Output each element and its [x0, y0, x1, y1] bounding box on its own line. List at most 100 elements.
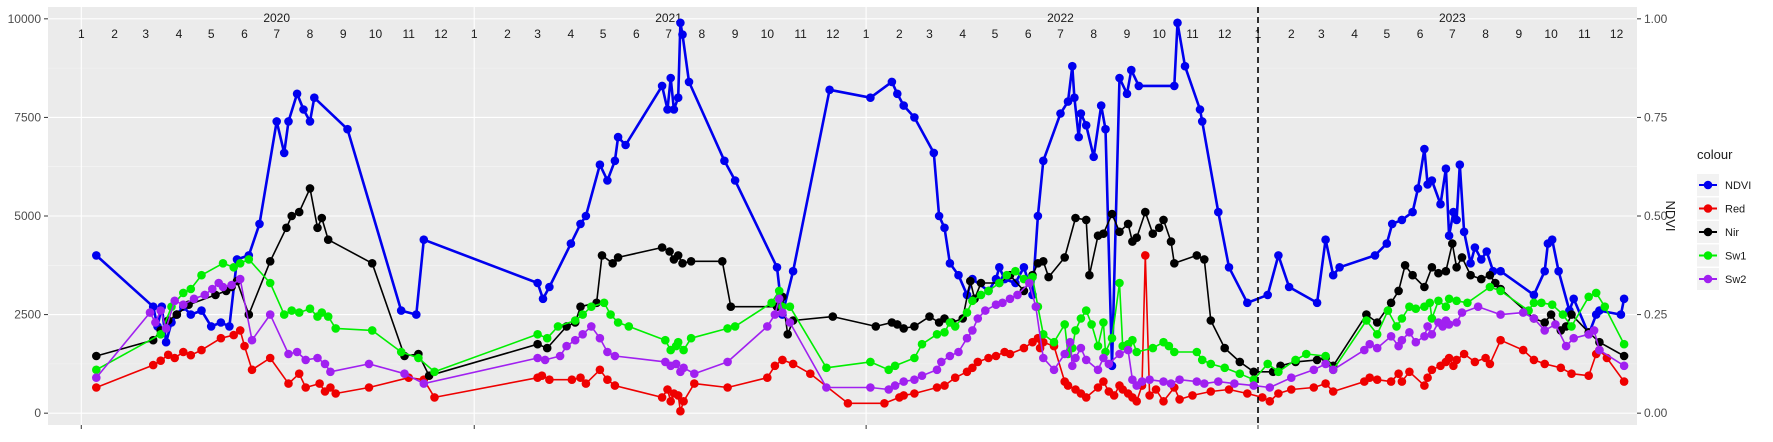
month-label: 7: [665, 27, 672, 41]
data-point-sw1: [396, 347, 406, 357]
tick-label-left: 5000: [14, 209, 41, 223]
data-point-sw2: [284, 349, 293, 359]
data-point-ndvi: [186, 310, 196, 319]
data-point-ndvi: [1455, 160, 1465, 169]
data-point-red: [1470, 357, 1480, 367]
data-point-sw2: [1230, 379, 1239, 388]
data-point-sw2: [981, 306, 990, 315]
data-point-sw1: [1164, 341, 1174, 351]
data-point-ndvi: [566, 239, 576, 248]
data-point-sw2: [265, 310, 275, 319]
data-point-sw2: [945, 351, 955, 361]
data-point-sw1: [1567, 322, 1576, 331]
month-label: 11: [794, 27, 807, 41]
data-point-ndvi: [197, 306, 206, 315]
data-point-nir: [542, 343, 552, 353]
data-point-sw1: [229, 263, 238, 272]
data-point-ndvi: [1496, 266, 1505, 276]
data-point-nir: [608, 259, 617, 268]
data-point-nir: [1441, 266, 1451, 276]
legend-label: Red: [1725, 204, 1745, 216]
month-label: 5: [208, 27, 215, 41]
data-point-nir: [1132, 233, 1141, 242]
data-point-red: [973, 357, 983, 367]
legend: colour NDVI Red Nir Sw1 Sw2: [1697, 147, 1751, 290]
data-point-red: [940, 381, 949, 390]
data-point-ndvi: [945, 259, 955, 268]
data-point-nir: [1071, 213, 1080, 223]
data-point-ndvi: [396, 306, 406, 315]
data-point-red: [932, 383, 942, 392]
data-point-sw2: [326, 367, 335, 377]
data-point-ndvi: [621, 140, 630, 150]
tick-label-left: 7500: [14, 110, 41, 124]
data-point-nir: [317, 213, 327, 223]
data-point-ndvi: [1529, 290, 1539, 300]
data-point-sw1: [1558, 310, 1568, 319]
data-point-sw1: [661, 335, 670, 345]
data-point-sw1: [730, 322, 740, 331]
data-point-ndvi: [910, 113, 919, 122]
data-point-ndvi: [1436, 199, 1445, 209]
data-point-red: [663, 385, 672, 394]
data-point-ndvi: [1321, 235, 1330, 244]
data-point-sw1: [1496, 286, 1505, 296]
data-point-red: [247, 365, 257, 375]
data-point-ndvi: [1134, 81, 1144, 91]
data-point-nir: [305, 184, 315, 193]
data-point-sw1: [1220, 363, 1229, 373]
data-point-ndvi: [1122, 89, 1132, 99]
data-point-nir: [1312, 355, 1322, 365]
year-label: 2021: [655, 11, 682, 25]
data-point-sw2: [603, 347, 612, 357]
data-point-ndvi: [1224, 263, 1234, 272]
data-point-red: [806, 369, 815, 379]
month-label: 7: [1057, 27, 1064, 41]
data-point-ndvi: [684, 77, 694, 87]
data-point-red: [1459, 349, 1469, 359]
data-point-sw2: [1372, 343, 1382, 353]
data-point-sw1: [1148, 343, 1158, 353]
data-point-sw1: [279, 310, 289, 319]
data-point-nir: [265, 257, 275, 266]
data-point-ndvi: [412, 310, 421, 319]
data-point-sw1: [553, 322, 563, 331]
month-label: 7: [273, 27, 280, 41]
data-point-red: [1019, 343, 1029, 353]
data-point-red: [92, 383, 101, 392]
data-point-nir: [1249, 367, 1258, 377]
data-point-ndvi: [1068, 61, 1077, 71]
data-point-sw1: [430, 367, 439, 377]
data-point-ndvi: [292, 89, 302, 99]
data-point-nir: [665, 247, 674, 256]
data-point-sw1: [884, 365, 893, 375]
month-label: 8: [307, 27, 314, 41]
data-point-sw1: [1383, 306, 1393, 315]
data-point-nir: [1200, 255, 1209, 264]
data-point-ndvi: [1452, 215, 1461, 225]
data-point-sw1: [1115, 278, 1124, 288]
data-point-ndvi: [581, 211, 591, 221]
month-label: 4: [176, 27, 183, 41]
data-point-ndvi: [161, 337, 171, 347]
data-point-nir: [1099, 229, 1108, 238]
data-point-red: [950, 373, 960, 383]
data-point-sw2: [218, 282, 228, 292]
data-point-nir: [657, 243, 667, 252]
data-point-sw2: [156, 306, 165, 315]
data-point-red: [235, 326, 245, 335]
data-point-ndvi: [1243, 298, 1252, 308]
data-point-sw2: [301, 355, 311, 365]
data-point-ndvi: [1214, 207, 1223, 217]
data-point-sw2: [1025, 278, 1034, 288]
data-point-ndvi: [272, 117, 282, 126]
data-point-ndvi: [92, 251, 101, 260]
data-point-ndvi: [1056, 109, 1065, 118]
data-point-red: [1081, 393, 1091, 402]
series-red: [92, 251, 1629, 416]
data-point-ndvi: [1011, 278, 1020, 288]
data-point-sw1: [542, 333, 552, 343]
data-point-nir: [1466, 270, 1475, 280]
data-point-red: [1258, 393, 1267, 402]
